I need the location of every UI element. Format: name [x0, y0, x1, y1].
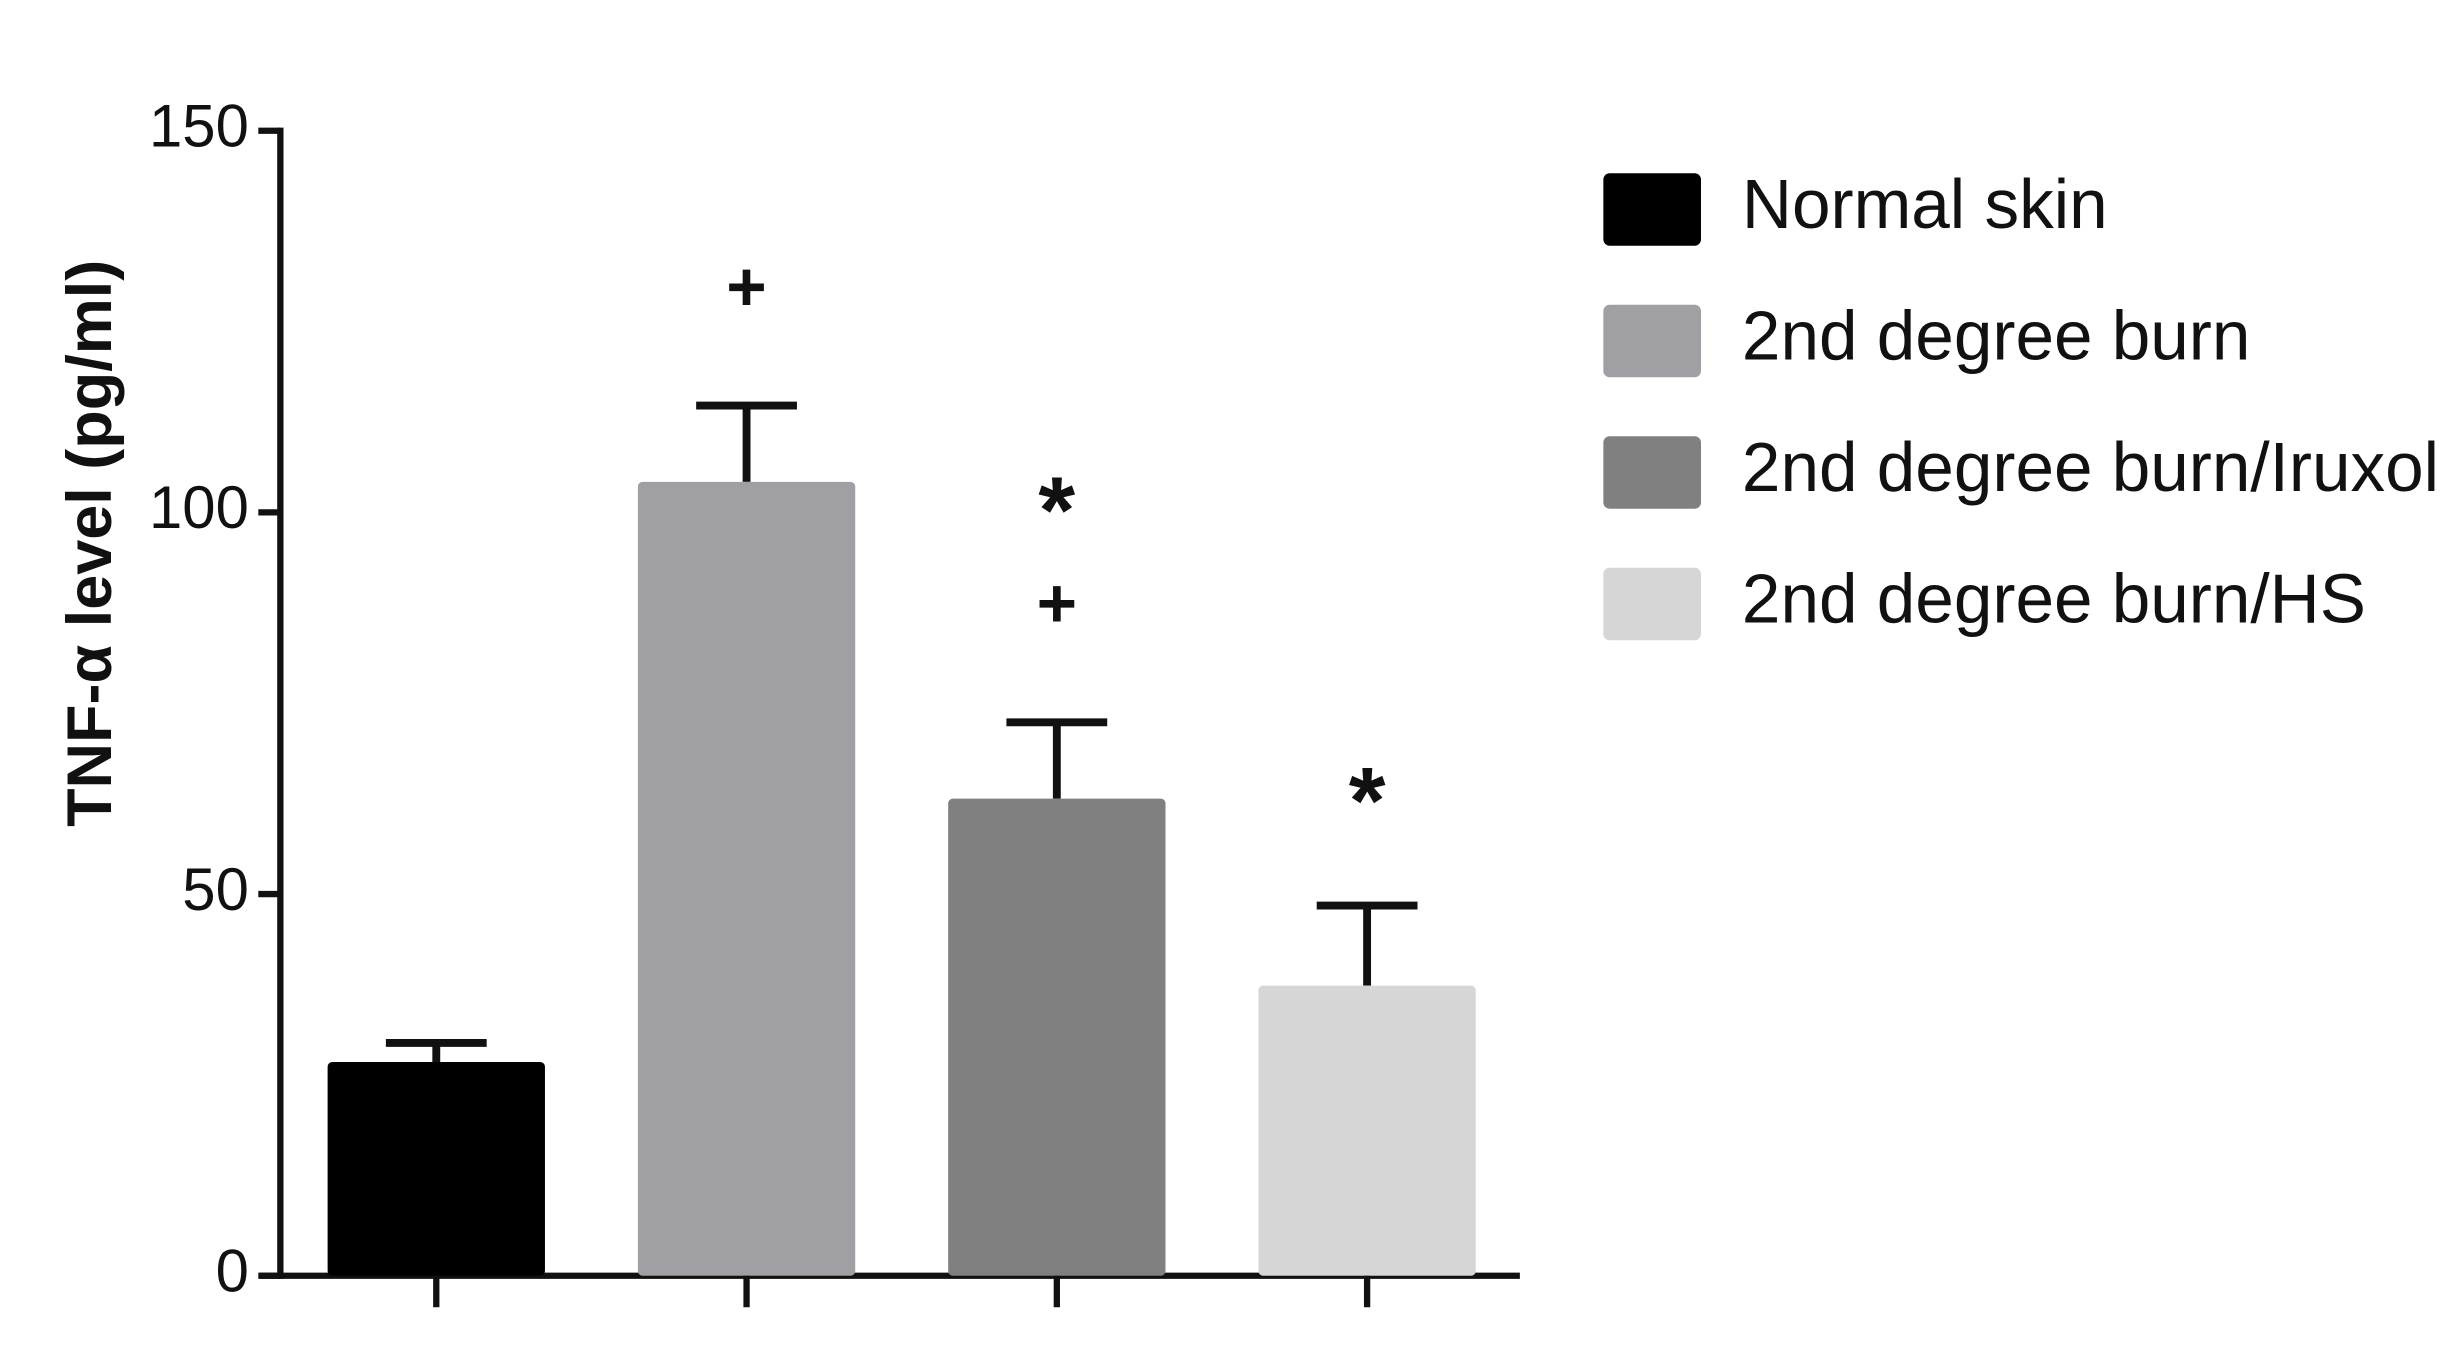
bar — [327, 1062, 545, 1276]
significance-mark: + — [1037, 564, 1077, 642]
legend-swatch — [1603, 173, 1701, 246]
legend-label: Normal skin — [1742, 165, 2108, 243]
significance-mark: * — [1038, 458, 1075, 564]
y-tick-label: 100 — [149, 474, 249, 541]
significance-mark: * — [1349, 748, 1386, 854]
legend-swatch — [1603, 567, 1701, 641]
legend-label: 2nd degree burn/HS — [1742, 559, 2366, 637]
significance-mark: + — [726, 247, 766, 325]
y-tick-label: 0 — [216, 1238, 249, 1305]
bar — [1258, 985, 1476, 1276]
legend-label: 2nd degree burn/Iruxol — [1742, 428, 2439, 506]
y-axis-title: TNF-α level (pg/ml) — [55, 260, 125, 827]
y-tick-label: 50 — [182, 856, 249, 923]
bar — [637, 481, 856, 1276]
legend-swatch — [1603, 304, 1701, 378]
legend-swatch — [1603, 436, 1701, 509]
bar — [948, 798, 1166, 1276]
y-tick-label: 150 — [149, 93, 249, 160]
legend-label: 2nd degree burn — [1742, 296, 2250, 374]
